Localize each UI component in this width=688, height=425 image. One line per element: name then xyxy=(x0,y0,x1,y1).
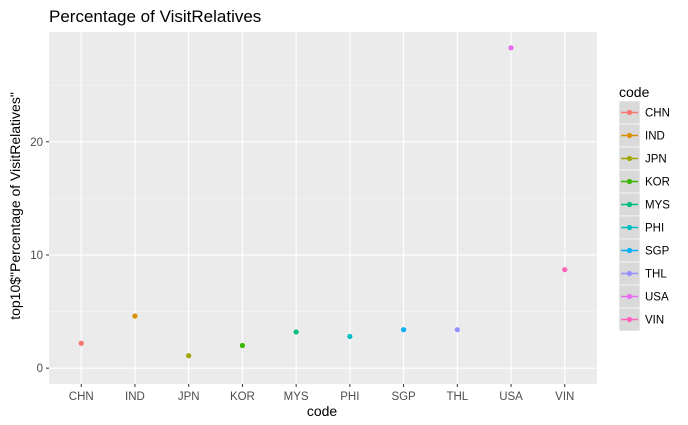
legend-key-point xyxy=(626,109,633,116)
legend-key-point xyxy=(626,247,633,254)
legend-label-chn: CHN xyxy=(645,108,670,120)
data-point-vin xyxy=(562,267,568,273)
legend-label-kor: KOR xyxy=(645,177,670,189)
legend-key-point xyxy=(626,224,633,231)
data-point-jpn xyxy=(186,353,192,359)
legend-label-thl: THL xyxy=(645,269,667,281)
legend-label-usa: USA xyxy=(645,292,669,304)
legend-key-point xyxy=(626,178,633,185)
y-tick-label: 20 xyxy=(30,137,43,149)
legend-label-phi: PHI xyxy=(645,223,664,235)
legend: code CHN IND JPN KOR MYS PHI SGP THL USA VIN xyxy=(618,84,670,332)
chart-title: Percentage of VisitRelatives xyxy=(49,7,261,26)
data-point-chn xyxy=(78,340,84,346)
legend-key-point xyxy=(626,155,633,162)
legend-key-point xyxy=(626,293,633,300)
legend-label-vin: VIN xyxy=(645,315,664,327)
legend-key-point xyxy=(626,270,633,277)
plot-panel xyxy=(49,32,597,384)
legend-title: code xyxy=(619,84,650,100)
x-tick-label: KOR xyxy=(230,391,255,403)
data-point-mys xyxy=(293,329,299,335)
data-point-sgp xyxy=(400,327,407,333)
data-point-ind xyxy=(132,313,138,319)
legend-key-point xyxy=(626,201,633,208)
x-tick-label: CHN xyxy=(69,391,94,403)
data-point-usa xyxy=(508,45,514,51)
legend-label-jpn: JPN xyxy=(645,154,667,166)
x-tick-label: SGP xyxy=(391,391,416,403)
data-point-kor xyxy=(239,342,246,349)
x-tick-label: IND xyxy=(125,391,145,403)
y-tick-label: 10 xyxy=(30,250,43,262)
data-point-phi xyxy=(347,333,353,340)
y-tick-label: 0 xyxy=(37,363,43,375)
data-point-thl xyxy=(454,327,460,333)
legend-label-mys: MYS xyxy=(645,200,670,212)
x-tick-label: JPN xyxy=(178,391,200,403)
legend-label-sgp: SGP xyxy=(645,246,670,258)
x-tick-label: VIN xyxy=(555,391,574,403)
legend-key-point xyxy=(626,132,633,139)
y-axis-title: top10$"Percentage of VisitRelatives" xyxy=(7,92,23,320)
legend-label-ind: IND xyxy=(645,131,665,143)
plot-area: 0 10 20 CHN IND JPN KOR MYS PHI SGP THL USA VIN xyxy=(30,32,597,403)
x-axis-title: code xyxy=(307,403,338,419)
x-tick-label: USA xyxy=(499,391,523,403)
x-tick-label: MYS xyxy=(284,391,309,403)
x-tick-label: THL xyxy=(446,391,468,403)
x-tick-label: PHI xyxy=(340,391,359,403)
legend-key-point xyxy=(626,316,633,323)
